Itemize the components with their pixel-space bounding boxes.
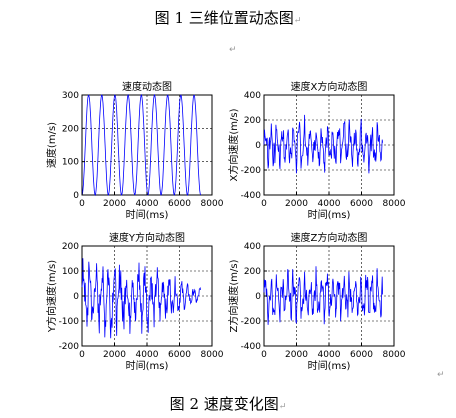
y-tick-label: -200 [59, 342, 80, 352]
y-tick-label: 200 [244, 116, 261, 126]
x-tick-label: 0 [79, 199, 85, 209]
x-axis-label: 时间(ms) [126, 359, 169, 372]
y-tick-label: 400 [244, 91, 261, 101]
x-tick-label: 6000 [350, 350, 373, 360]
x-axis-label: 时间(ms) [308, 208, 351, 221]
paragraph-mark: ↵ [293, 16, 302, 26]
paragraph-mark: ↵ [229, 45, 237, 55]
y-axis-label: Z方向速度(m/s) [227, 259, 240, 332]
x-tick-label: 0 [261, 350, 267, 360]
x-tick-label: 2000 [103, 199, 126, 209]
series-line-1 [263, 114, 383, 174]
y-tick-label: 0 [255, 141, 261, 151]
y-axis-label: X方向速度(m/s) [227, 108, 240, 181]
y-tick-label: 200 [62, 124, 79, 134]
y-tick-label: 100 [62, 267, 79, 277]
paragraph-mark: ↵ [437, 370, 445, 380]
paragraph-mark: ↵ [278, 402, 287, 412]
x-tick-label: 0 [261, 199, 267, 209]
series-line-1 [81, 258, 201, 339]
y-tick-label: 200 [244, 267, 261, 277]
x-tick-label: 4000 [136, 199, 159, 209]
y-tick-label: 0 [73, 292, 79, 302]
x-tick-label: 0 [79, 350, 85, 360]
chart-panel-2: 0 2000 4000 6000 8000 -400 -200 0 200 400 速度X方向动态图… [227, 80, 406, 221]
y-tick-label: 300 [62, 91, 79, 101]
y-tick-label: -200 [241, 166, 262, 176]
y-tick-label: 0 [73, 191, 79, 201]
figure1-caption: 图 1 三维位置动态图↵ [0, 7, 456, 28]
x-axis-label: 时间(ms) [308, 359, 351, 372]
x-tick-label: 6000 [350, 199, 373, 209]
x-tick-label: 8000 [201, 199, 224, 209]
y-axis-label: Y方向速度(m/s) [45, 260, 58, 333]
y-tick-label: 200 [62, 242, 79, 252]
chart-title: 速度动态图 [122, 80, 172, 93]
x-tick-label: 2000 [285, 350, 308, 360]
y-tick-label: -400 [241, 342, 262, 352]
y-tick-label: -400 [241, 191, 262, 201]
series-line-1 [263, 266, 383, 325]
figure2-caption-text: 图 2 速度变化图 [169, 395, 279, 413]
x-tick-label: 2000 [285, 199, 308, 209]
x-tick-label: 4000 [318, 199, 341, 209]
chart-panel-3: 0 2000 4000 6000 8000 -200 -100 0 100 200 速度Y方向动态图… [45, 231, 224, 372]
x-tick-label: 6000 [168, 199, 191, 209]
x-tick-label: 6000 [168, 350, 191, 360]
y-tick-label: -200 [241, 317, 262, 327]
y-tick-label: 100 [62, 158, 79, 168]
y-axis-label: 速度(m/s) [45, 122, 58, 168]
x-axis-label: 时间(ms) [126, 208, 169, 221]
figure1-caption-text: 图 1 三维位置动态图 [154, 9, 294, 27]
chart-title: 速度Y方向动态图 [109, 231, 185, 244]
y-tick-label: 0 [255, 292, 261, 302]
x-tick-label: 4000 [318, 350, 341, 360]
y-tick-label: -100 [59, 317, 80, 327]
x-tick-label: 4000 [136, 350, 159, 360]
x-tick-label: 8000 [201, 350, 224, 360]
chart-panel-4: 0 2000 4000 6000 8000 -400 -200 0 200 400 速度Z方向动态图… [227, 231, 406, 372]
chart-title: 速度X方向动态图 [291, 80, 368, 93]
y-tick-label: 400 [244, 242, 261, 252]
x-tick-label: 8000 [383, 199, 406, 209]
chart-title: 速度Z方向动态图 [291, 231, 368, 244]
series-line-1 [81, 93, 201, 197]
figure2-caption: 图 2 速度变化图↵ [0, 393, 456, 414]
x-tick-label: 2000 [103, 350, 126, 360]
x-tick-label: 8000 [383, 350, 406, 360]
